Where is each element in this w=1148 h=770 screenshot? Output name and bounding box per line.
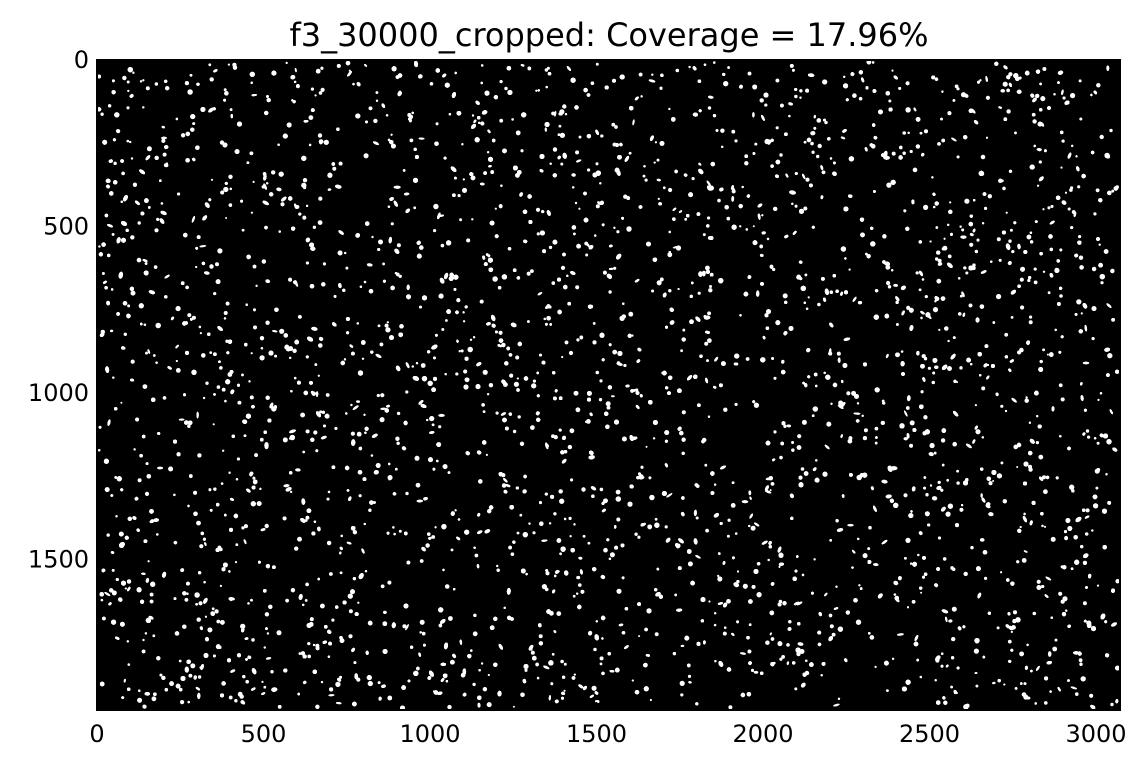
x-tick-label: 3000 <box>1065 720 1126 748</box>
y-tick-label: 0 <box>74 46 89 74</box>
plot-frame <box>96 59 1121 711</box>
coverage-image-speckles <box>97 59 1120 711</box>
x-tick-label: 2000 <box>732 720 793 748</box>
x-tick-label: 500 <box>241 720 287 748</box>
y-axis: 0 500 1000 1500 <box>28 46 105 573</box>
x-axis: 0 500 1000 1500 2000 2500 3000 <box>89 702 1127 748</box>
chart-title: f3_30000_cropped: Coverage = 17.96% <box>289 16 928 54</box>
y-tick-label: 1000 <box>28 379 89 407</box>
x-tick-label: 2500 <box>899 720 960 748</box>
x-tick-label: 1000 <box>399 720 460 748</box>
x-tick-label: 1500 <box>566 720 627 748</box>
y-tick-label: 1500 <box>28 545 89 573</box>
x-tick-label: 0 <box>89 720 104 748</box>
coverage-image-background <box>97 60 1120 710</box>
plot-area <box>96 59 1121 711</box>
y-tick-label: 500 <box>43 212 89 240</box>
